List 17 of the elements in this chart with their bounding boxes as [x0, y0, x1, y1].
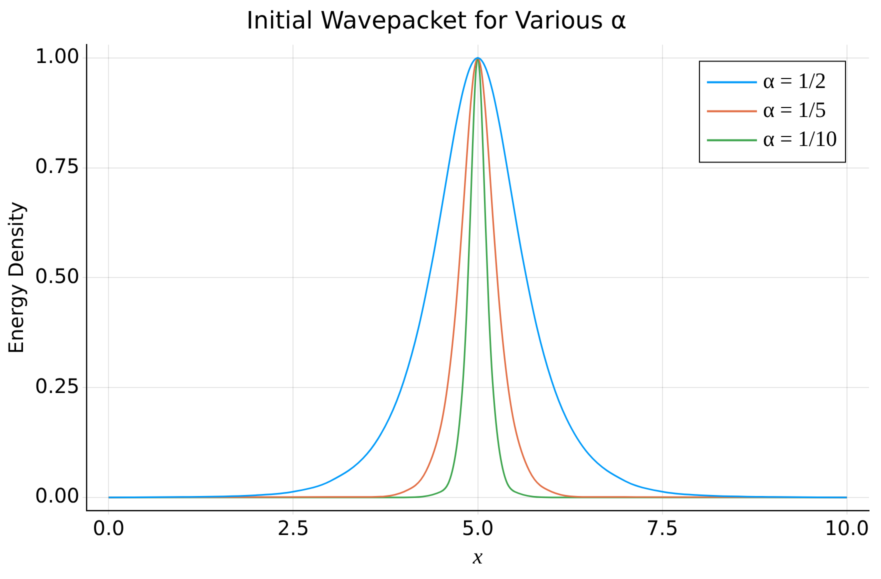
x-tick-label: 0.0: [92, 516, 125, 540]
x-axis-title: x: [472, 544, 483, 569]
x-tick-label: 10.0: [824, 516, 870, 540]
x-tick-label: 5.0: [462, 516, 494, 540]
y-tick-label: 1.00: [35, 44, 80, 68]
chart-title: Initial Wavepacket for Various α: [246, 6, 627, 35]
y-tick-label: 0.25: [35, 374, 80, 398]
legend-label: α = 1/5: [762, 97, 826, 122]
x-tick-label: 7.5: [646, 516, 678, 540]
legend-label: α = 1/2: [762, 68, 826, 94]
y-axis-title: Energy Density: [4, 201, 28, 354]
x-tick-label: 2.5: [277, 516, 310, 540]
y-tick-label: 0.75: [35, 154, 80, 178]
y-tick-label: 0.00: [35, 484, 80, 508]
legend-label: α = 1/10: [762, 126, 837, 152]
line-series: [108, 57, 848, 498]
y-tick-label: 0.50: [35, 264, 80, 288]
